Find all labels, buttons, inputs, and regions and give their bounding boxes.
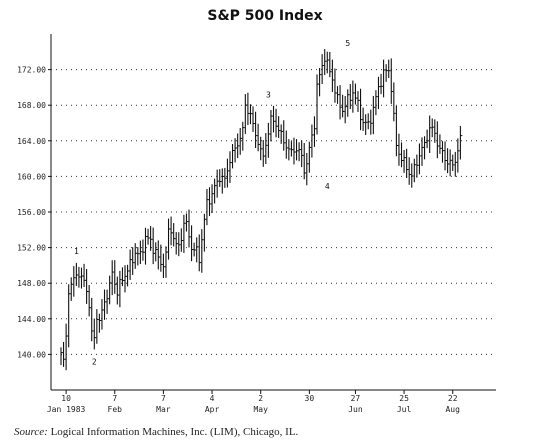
wave-label: 4 [325,182,330,191]
x-tick-label: 25 [399,394,409,403]
y-tick-label: 156.00 [17,208,46,217]
x-tick-label: 7 [112,394,117,403]
x-tick-month: Apr [205,405,220,414]
y-tick-label: 160.00 [17,172,46,181]
y-tick-label: 168.00 [17,101,46,110]
wave-label: 1 [74,247,79,256]
price-bars [60,49,463,371]
y-axis-ticks: 140.00 144.00 148.00 152.00 156.00 160.00 164.… [17,66,51,359]
x-tick-month: Aug [445,405,460,414]
y-tick-label: 148.00 [17,279,46,288]
x-tick-month: Mar [156,405,171,414]
wave-label: 5 [345,39,350,48]
y-tick-label: 140.00 [17,350,46,359]
x-tick-month: Jun [348,405,363,414]
x-tick-label: 22 [448,394,458,403]
wave-labels: 1 2 3 4 5 [74,39,350,367]
x-tick-label: 30 [305,394,315,403]
y-tick-label: 152.00 [17,244,46,253]
x-tick-label: 4 [210,394,215,403]
x-tick-label: 2 [258,394,263,403]
source-label: Source: [14,426,48,438]
y-tick-label: 172.00 [17,66,46,75]
chart: S&P 500 Index 140.00144.00148.00152.0015… [17,8,496,414]
source-text: Logical Information Machines, Inc. (LIM)… [50,426,299,438]
chart-title: S&P 500 Index [207,8,322,24]
x-tick-label: 27 [351,394,361,403]
wave-label: 2 [92,358,97,367]
x-tick-month: Jul [397,405,412,414]
x-tick-month: May [253,405,268,414]
source-note: Source: Logical Information Machines, In… [14,426,298,438]
y-tick-label: 144.00 [17,315,46,324]
y-tick-label: 164.00 [17,137,46,146]
x-tick-month: Feb [108,405,123,414]
wave-label: 3 [266,91,271,100]
x-tick-label: 10 [61,394,71,403]
x-tick-month: Jan 1983 [47,405,86,414]
x-axis-ticks: 10 Jan 1983 7 Feb 7 Mar 4 Apr 2 May 30 27 Jun 25 Jul 22… [47,390,460,414]
x-tick-label: 7 [161,394,166,403]
